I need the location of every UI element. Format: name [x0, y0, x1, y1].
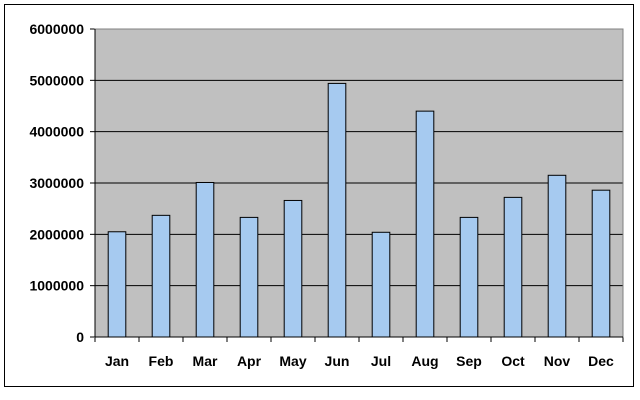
- x-tick-label: Nov: [544, 353, 571, 369]
- y-tick-label: 6000000: [29, 21, 84, 37]
- y-tick-label: 5000000: [29, 72, 84, 88]
- x-tick-label: Jun: [325, 353, 350, 369]
- bars: [107, 82, 611, 338]
- bar-nov: [547, 174, 567, 338]
- x-tick-label: May: [279, 353, 306, 369]
- x-tick-label: Apr: [237, 353, 262, 369]
- y-tick-label: 0: [76, 329, 84, 345]
- y-tick-label: 4000000: [29, 124, 84, 140]
- x-tick-label: Jul: [371, 353, 391, 369]
- x-tick-label: Oct: [501, 353, 525, 369]
- x-tick-label: Feb: [149, 353, 174, 369]
- bar-may: [283, 199, 303, 338]
- bar-aug: [415, 110, 435, 338]
- bar-oct: [503, 196, 523, 338]
- x-tick-label: Jan: [105, 353, 129, 369]
- y-tick-label: 1000000: [29, 278, 84, 294]
- bar-feb: [151, 214, 171, 338]
- bar-mar: [195, 181, 215, 338]
- y-axis-ticks: 0 1000000 2000000 3000000 4000000 5000000 6000…: [29, 21, 95, 345]
- bar-apr: [239, 216, 259, 338]
- bar-sep: [459, 216, 479, 338]
- axes: [94, 28, 624, 338]
- bar-dec: [591, 189, 611, 338]
- x-tick-label: Mar: [193, 353, 218, 369]
- bar-jul: [371, 231, 391, 338]
- bar-jun: [327, 82, 347, 338]
- y-tick-label: 3000000: [29, 175, 84, 191]
- y-tick-label: 2000000: [29, 226, 84, 242]
- x-tick-label: Sep: [456, 353, 482, 369]
- bar-jan: [107, 231, 127, 338]
- x-tick-label: Aug: [411, 353, 438, 369]
- x-axis-ticks: Jan Feb Mar Apr May Jun Jul Aug Sep Oct Nov Dec: [94, 337, 624, 369]
- x-tick-label: Dec: [588, 353, 614, 369]
